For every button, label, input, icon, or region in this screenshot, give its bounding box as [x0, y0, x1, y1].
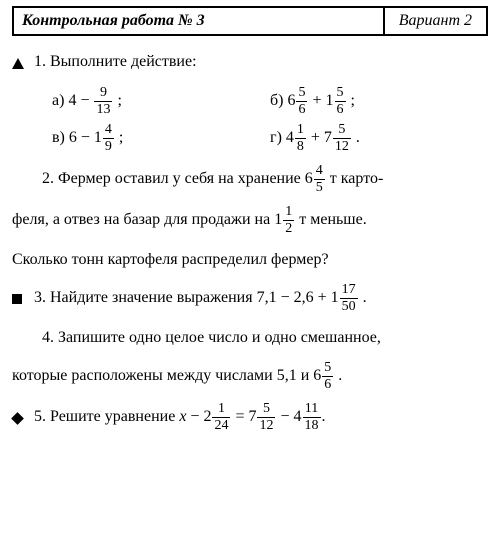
task1-text: 1. Выполните действие: — [34, 53, 197, 70]
task1-prompt: 1. Выполните действие: — [12, 48, 488, 76]
task2-line2: феля, а отвез на базар для продажи на 11… — [12, 205, 488, 236]
task2-line1: 2. Фермер оставил у себя на хранение 645… — [12, 164, 488, 195]
fraction: 12 — [283, 205, 294, 236]
expr: = 7 — [231, 408, 256, 425]
tail: . — [322, 408, 326, 425]
header-title: Контрольная работа № 3 — [14, 8, 385, 34]
label: г) — [270, 129, 282, 146]
fraction: 512 — [333, 123, 351, 154]
fraction: 18 — [295, 123, 306, 154]
task2-line3: Сколько тонн картофеля распределил ферме… — [12, 246, 488, 273]
text: 4. Запишите одно целое число и одно смеш… — [42, 329, 381, 346]
expr: + 7 — [311, 129, 332, 146]
task4-line2: которые расположены между числами 5,1 и … — [12, 361, 488, 392]
tail: . — [363, 289, 367, 306]
fraction: 56 — [296, 86, 307, 117]
task1-v: в) 6 − 149 ; — [52, 123, 270, 154]
fraction: 56 — [322, 361, 333, 392]
tail: . — [356, 129, 360, 146]
task1-row2: в) 6 − 149 ; г) 418 + 7512 . — [52, 123, 488, 154]
fraction: 913 — [94, 86, 112, 117]
expr: − 4 — [276, 408, 301, 425]
text: Сколько тонн картофеля распределил ферме… — [12, 251, 329, 268]
task3: 3. Найдите значение выражения 7,1 − 2,6 … — [12, 283, 488, 314]
task1-g: г) 418 + 7512 . — [270, 123, 488, 154]
expr: 4 — [286, 129, 294, 146]
fraction: 1118 — [303, 402, 321, 433]
triangle-icon — [12, 49, 26, 76]
tail: ; — [117, 92, 121, 109]
worksheet: Контрольная работа № 3 Вариант 2 1. Выпо… — [0, 0, 500, 453]
expr: − 2 — [186, 408, 211, 425]
fraction: 45 — [314, 164, 325, 195]
fraction: 512 — [257, 402, 275, 433]
task1-b: б) 656 + 156 ; — [270, 86, 488, 117]
text: 3. Найдите значение выражения 7,1 − 2,6 … — [34, 289, 339, 306]
label: б) — [270, 92, 283, 109]
fraction: 49 — [103, 123, 114, 154]
expr: + 1 — [312, 92, 333, 109]
diamond-icon — [12, 404, 26, 431]
text: 5. Решите уравнение — [34, 408, 179, 425]
text: т карто- — [330, 170, 384, 187]
fraction: 1750 — [340, 283, 358, 314]
text: которые расположены между числами 5,1 и … — [12, 367, 321, 384]
square-icon — [12, 285, 26, 312]
task1-row1: а) 4 − 913 ; б) 656 + 156 ; — [52, 86, 488, 117]
expr: 6 − 1 — [69, 129, 102, 146]
tail: ; — [119, 129, 123, 146]
expr: 4 − — [68, 92, 89, 109]
task4-line1: 4. Запишите одно целое число и одно смеш… — [12, 324, 488, 351]
text: феля, а отвез на базар для продажи на 1 — [12, 211, 282, 228]
label: в) — [52, 129, 65, 146]
text: 2. Фермер оставил у себя на хранение 6 — [42, 170, 313, 187]
fraction: 56 — [335, 86, 346, 117]
task1-a: а) 4 − 913 ; — [52, 86, 270, 117]
tail: ; — [351, 92, 355, 109]
header-variant: Вариант 2 — [385, 8, 486, 34]
text: т меньше. — [295, 211, 367, 228]
label: а) — [52, 92, 64, 109]
fraction: 124 — [212, 402, 230, 433]
header: Контрольная работа № 3 Вариант 2 — [12, 6, 488, 36]
task5: 5. Решите уравнение x − 2124 = 7512 − 41… — [12, 402, 488, 433]
tail: . — [338, 367, 342, 384]
expr: 6 — [287, 92, 295, 109]
